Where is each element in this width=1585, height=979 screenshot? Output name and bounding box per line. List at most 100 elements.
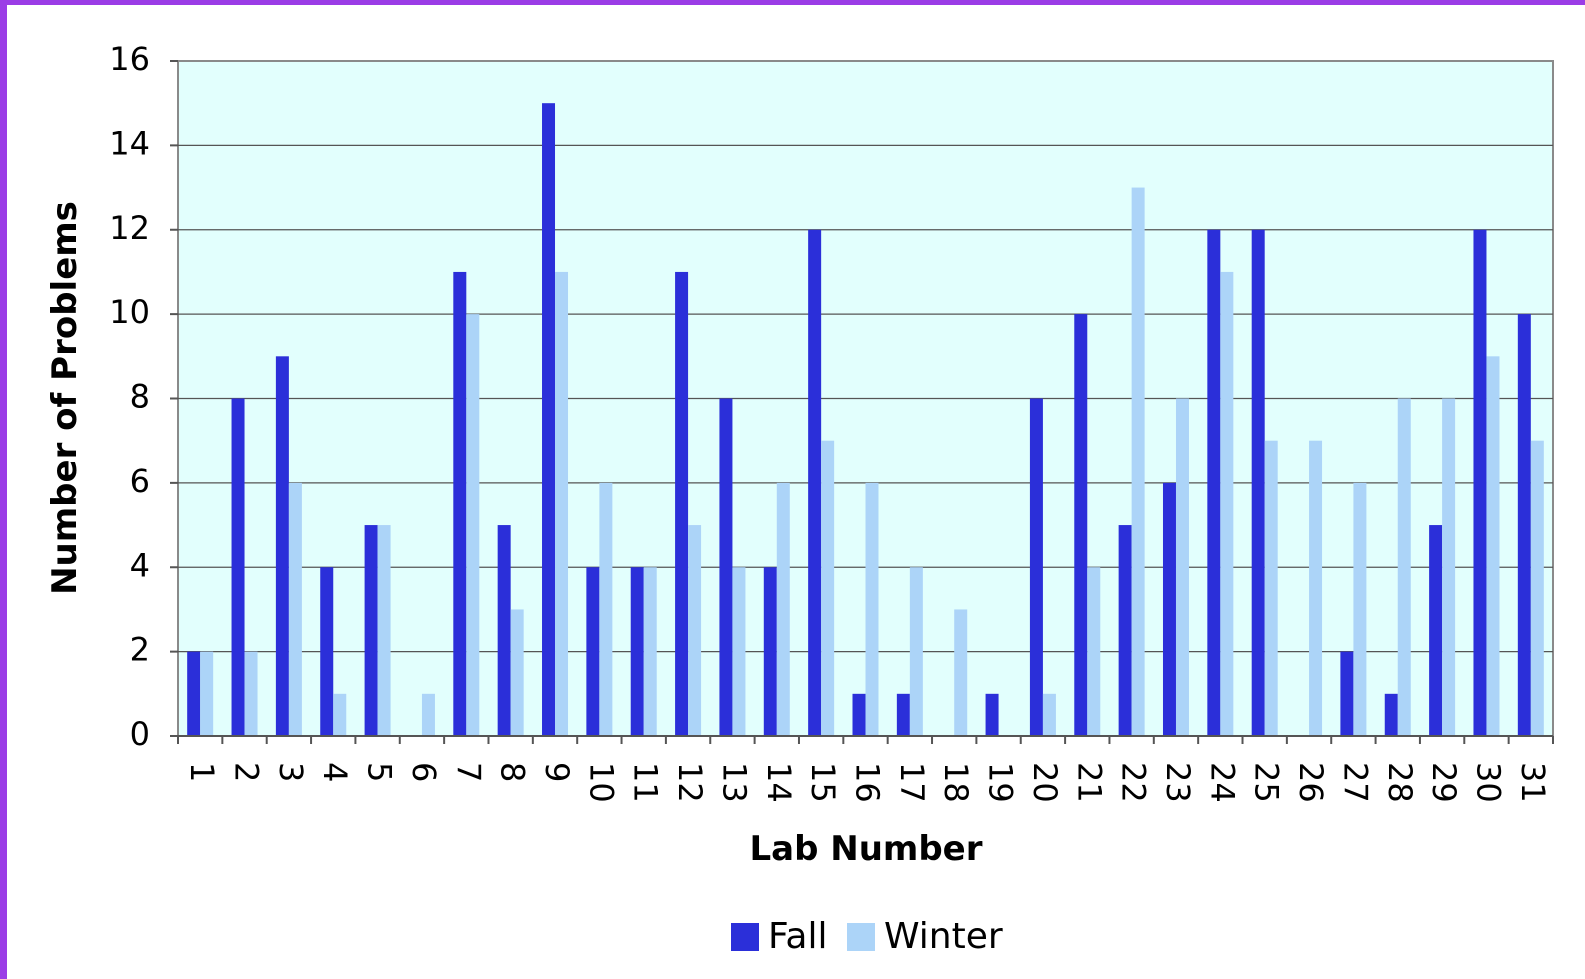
- bar: [985, 693, 999, 736]
- x-tick-label: 24: [1203, 762, 1241, 803]
- x-tick-label: 19: [982, 762, 1020, 803]
- bar: [808, 229, 822, 736]
- bar: [763, 567, 777, 736]
- bar: [1473, 229, 1487, 736]
- bar: [542, 103, 556, 736]
- x-tick-label: 22: [1115, 762, 1153, 803]
- bar: [1384, 693, 1398, 736]
- bar: [377, 525, 391, 736]
- bar: [231, 398, 245, 736]
- bar: [320, 567, 334, 736]
- x-tick-label: 20: [1026, 762, 1064, 803]
- bar: [1353, 482, 1367, 736]
- x-tick-label: 23: [1159, 762, 1197, 803]
- x-tick-label: 31: [1514, 762, 1552, 803]
- bar: [1309, 440, 1323, 736]
- bar: [732, 567, 746, 736]
- x-tick-label: 1: [183, 762, 221, 782]
- bar: [821, 440, 835, 736]
- bar: [776, 482, 790, 736]
- x-tick-label: 14: [760, 762, 798, 803]
- bar: [1340, 651, 1354, 736]
- y-tick-label: 10: [109, 293, 150, 331]
- bar: [187, 651, 201, 736]
- bar: [1220, 271, 1234, 736]
- bar: [1131, 187, 1145, 736]
- bar: [364, 525, 378, 736]
- bar: [466, 314, 480, 736]
- bar: [688, 525, 702, 736]
- bar: [1397, 398, 1411, 736]
- x-tick-label: 29: [1425, 762, 1463, 803]
- x-tick-label: 2: [228, 762, 266, 782]
- x-tick-label: 8: [494, 762, 532, 782]
- y-tick-label: 16: [109, 40, 150, 78]
- y-tick-label: 4: [130, 546, 150, 584]
- bar: [275, 356, 289, 736]
- bar: [599, 482, 613, 736]
- x-tick-label: 30: [1469, 762, 1507, 803]
- bar: [555, 271, 569, 736]
- bar: [1517, 314, 1531, 736]
- bar: [288, 482, 302, 736]
- legend-swatch: [731, 923, 759, 951]
- x-tick-label: 18: [937, 762, 975, 803]
- bar: [333, 693, 347, 736]
- x-tick-label: 13: [715, 762, 753, 803]
- x-tick-label: 5: [361, 762, 399, 782]
- bar: [1486, 356, 1500, 736]
- bar: [643, 567, 657, 736]
- x-tick-label: 11: [627, 762, 665, 803]
- x-tick-label: 15: [804, 762, 842, 803]
- bar: [675, 271, 689, 736]
- bar: [630, 567, 644, 736]
- x-tick-label: 21: [1070, 762, 1108, 803]
- bar: [1074, 314, 1088, 736]
- x-tick-label: 6: [405, 762, 443, 782]
- bar: [510, 609, 524, 736]
- y-tick-label: 6: [130, 462, 150, 500]
- bar: [1029, 398, 1043, 736]
- bar: [244, 651, 258, 736]
- bar: [200, 651, 214, 736]
- bar: [1264, 440, 1278, 736]
- x-tick-label: 28: [1381, 762, 1419, 803]
- y-tick-label: 2: [130, 631, 150, 669]
- bar: [1162, 482, 1176, 736]
- x-tick-label: 7: [449, 762, 487, 782]
- bar: [1118, 525, 1132, 736]
- legend-label: Fall: [768, 916, 827, 957]
- bar: [1442, 398, 1456, 736]
- bar: [1042, 693, 1056, 736]
- y-tick-label: 14: [109, 124, 150, 162]
- bar: [1530, 440, 1544, 736]
- bar: [1087, 567, 1101, 736]
- legend-swatch: [847, 923, 875, 951]
- x-tick-label: 16: [849, 762, 887, 803]
- bar: [1175, 398, 1189, 736]
- bar: [1429, 525, 1443, 736]
- x-tick-label: 10: [582, 762, 620, 803]
- bar: [453, 271, 467, 736]
- bar: [896, 693, 910, 736]
- bar: [954, 609, 968, 736]
- bar: [1251, 229, 1265, 736]
- x-tick-label: 12: [671, 762, 709, 803]
- bar: [586, 567, 600, 736]
- y-tick-label: 12: [109, 209, 150, 247]
- y-axis-title: Number of Problems: [45, 201, 85, 595]
- x-tick-label: 17: [893, 762, 931, 803]
- x-axis-title: Lab Number: [749, 829, 982, 869]
- x-tick-label: 25: [1248, 762, 1286, 803]
- bar: [909, 567, 923, 736]
- bar: [1207, 229, 1221, 736]
- legend-label: Winter: [884, 916, 1003, 957]
- y-tick-label: 0: [130, 715, 150, 753]
- bar: [421, 693, 435, 736]
- bar: [865, 482, 879, 736]
- x-tick-label: 4: [316, 762, 354, 782]
- bar: [852, 693, 866, 736]
- x-tick-label: 9: [538, 762, 576, 782]
